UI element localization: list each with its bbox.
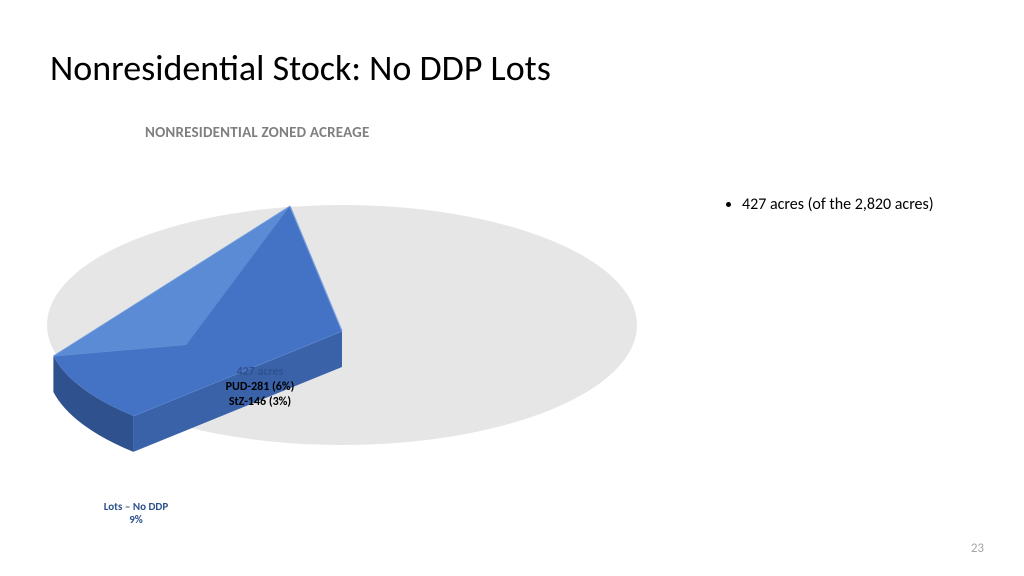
below-label-line1: Lots – No DDP (104, 500, 168, 513)
below-label-line2: 9% (129, 513, 143, 526)
slice-label-line3: StZ-146 (3%) (229, 395, 291, 409)
bullet-list: 427 acres (of the 2,820 acres) (720, 195, 1000, 216)
chart-subtitle: NONRESIDENTIAL ZONED ACREAGE (145, 124, 369, 142)
slice-label-line2: PUD-281 (6%) (226, 380, 295, 394)
slice-label-line1: 427 acres (237, 365, 284, 379)
bullet-item: 427 acres (of the 2,820 acres) (742, 195, 1000, 216)
slide-title: Nonresidential Stock: No DDP Lots (50, 46, 551, 90)
pie-slice-label: 427 acres PUD-281 (6%) StZ-146 (3%) (200, 365, 320, 410)
page-number: 23 (971, 541, 984, 556)
pie-slice-below-label: Lots – No DDP 9% (76, 500, 196, 526)
pie-chart-3d (20, 160, 660, 500)
